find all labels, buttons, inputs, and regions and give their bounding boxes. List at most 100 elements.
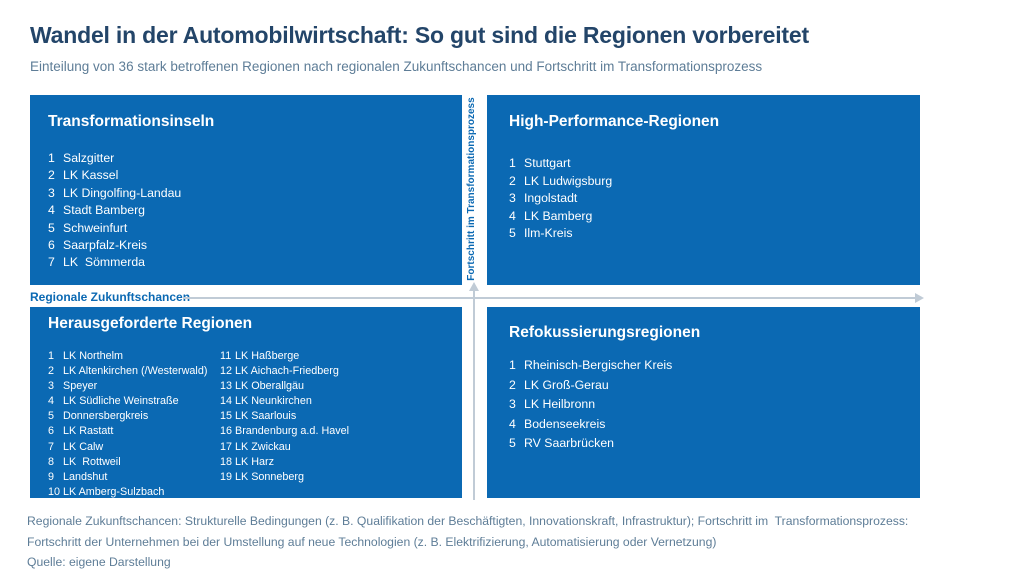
region-number: 11	[220, 350, 232, 362]
region-number: 17	[220, 440, 233, 453]
region-name: LK Groß-Gerau	[524, 377, 609, 392]
footnote: Regionale Zukunftschancen: Strukturelle …	[27, 511, 908, 573]
region-list-item: 5 Schweinfurt	[48, 221, 462, 238]
region-list-item: 5 RV Saarbrücken	[509, 436, 920, 456]
region-list-item: 2 LK Altenkirchen (/Westerwald)	[48, 365, 220, 380]
region-list-item: 4 Bodenseekreis	[509, 417, 920, 437]
region-list-item: 7 LK Calw	[48, 441, 220, 456]
region-number: 9	[48, 470, 55, 483]
region-number: 6	[48, 237, 55, 252]
region-name: LK Saarlouis	[235, 410, 297, 423]
footnote-line-1: Regionale Zukunftschancen: Strukturelle …	[27, 514, 909, 528]
region-name: RV Saarbrücken	[524, 436, 614, 450]
region-list-item: 13 LK Oberallgäu	[220, 380, 349, 395]
quadrant-title: Refokussierungsregionen	[509, 324, 701, 341]
region-number: 2	[48, 168, 55, 183]
region-number: 15	[220, 410, 233, 423]
region-name: LK Kassel	[63, 168, 119, 183]
region-list-item: 7 LK Sömmerda	[48, 255, 462, 272]
region-number: 12	[220, 365, 233, 378]
region-list-item: 3 LK Dingolfing-Landau	[48, 186, 462, 203]
region-list-item: 1 Rheinisch-Bergischer Kreis	[509, 358, 920, 378]
region-name: Rheinisch-Bergischer Kreis	[524, 358, 673, 372]
quadrant-title: Herausgeforderte Regionen	[48, 315, 253, 332]
region-number: 4	[48, 395, 55, 408]
region-name: Stuttgart	[524, 156, 571, 170]
region-number: 4	[48, 203, 55, 218]
region-list-item: 5 Donnersbergkreis	[48, 410, 220, 425]
page-title: Wandel in der Automobilwirtschaft: So gu…	[30, 22, 809, 48]
region-name: Saarpfalz-Kreis	[63, 237, 148, 252]
region-list-item: 15 LK Saarlouis	[220, 410, 349, 425]
y-axis-line	[473, 291, 475, 500]
region-list-item: 4 LK Südliche Weinstraße	[48, 395, 220, 410]
source-note: Quelle: eigene Darstellung	[27, 555, 171, 569]
region-name: LK Sonneberg	[235, 470, 305, 483]
region-name: LK Harz	[235, 455, 275, 468]
region-list-item: 5 Ilm-Kreis	[509, 226, 920, 244]
region-list-item: 17 LK Zwickau	[220, 441, 349, 456]
region-list-item: 3 Ingolstadt	[509, 191, 920, 209]
region-name: Bodenseekreis	[524, 416, 606, 431]
quadrant-herausgeforderte-regionen: Herausgeforderte Regionen 1 LK Northelm 2 L…	[30, 307, 462, 498]
region-list-item: 18 LK Harz	[220, 456, 349, 471]
region-list-item: 2 LK Ludwigsburg	[509, 174, 920, 192]
region-name: LK Amberg-Sulzbach	[63, 485, 165, 498]
region-list-item: 12 LK Aichach-Friedberg	[220, 365, 349, 380]
region-name: LK Sömmerda	[63, 255, 146, 270]
region-list-column-2: 11 LK Haßberge 12 LK Aichach-Friedberg 13 LK …	[220, 350, 349, 501]
region-list-item: 6 LK Rastatt	[48, 425, 220, 440]
region-number: 16	[220, 425, 233, 438]
region-name: LK Oberallgäu	[235, 380, 305, 393]
region-number: 5	[509, 436, 516, 450]
region-number: 5	[48, 410, 55, 423]
region-list-item: 9 Landshut	[48, 471, 220, 486]
region-list-item: 11 LK Haßberge	[220, 350, 349, 365]
region-name: LK Dingolfing-Landau	[63, 185, 182, 200]
region-name: LK Northelm	[63, 350, 124, 362]
region-number: 3	[48, 185, 55, 200]
region-number: 1	[509, 156, 516, 170]
region-number: 1	[509, 358, 516, 372]
region-list-item: 1 Stuttgart	[509, 156, 920, 174]
region-number: 2	[509, 173, 516, 188]
region-name: LK Altenkirchen (/Westerwald)	[63, 365, 208, 378]
region-name: Salzgitter	[63, 151, 115, 165]
region-list-item: 3 Speyer	[48, 380, 220, 395]
region-name: LK Haßberge	[235, 350, 300, 362]
region-list-item: 6 Saarpfalz-Kreis	[48, 238, 462, 255]
region-name: Brandenburg a.d. Havel	[235, 425, 350, 438]
quadrant-title: High-Performance-Regionen	[509, 113, 720, 130]
region-name: LK Aichach-Friedberg	[235, 365, 339, 378]
region-number: 2	[509, 377, 516, 392]
region-name: LK Zwickau	[235, 440, 291, 453]
region-name: LK Calw	[63, 440, 104, 453]
region-number: 1	[48, 350, 55, 362]
region-list-item: 1 Salzgitter	[48, 151, 462, 168]
region-list-item: 10 LK Amberg-Sulzbach	[48, 486, 220, 501]
region-name: LK Bamberg	[524, 208, 593, 223]
region-list-item: 1 LK Northelm	[48, 350, 220, 365]
region-name: LK Ludwigsburg	[524, 173, 613, 188]
region-number: 5	[509, 226, 516, 240]
region-list: 1 Salzgitter 2 LK Kassel 3 LK Dingolfing-Land…	[48, 151, 462, 273]
region-name: Stadt Bamberg	[63, 203, 146, 218]
region-number: 14	[220, 395, 233, 408]
region-number: 2	[48, 365, 55, 378]
region-number: 10	[48, 485, 61, 498]
region-number: 3	[48, 380, 55, 393]
y-axis-label: Fortschritt im Transformationsprozess	[466, 97, 477, 281]
footnote-line-2: Fortschritt der Unternehmen bei der Umst…	[27, 534, 717, 549]
x-axis-line	[183, 297, 916, 299]
region-list-item: 14 LK Neunkirchen	[220, 395, 349, 410]
x-axis-label: Regionale Zukunftschancen	[30, 290, 191, 304]
quadrant-high-performance-regionen: High-Performance-Regionen 1 Stuttgart 2 LK …	[487, 95, 920, 285]
region-name: Schweinfurt	[63, 220, 128, 235]
region-name: Landshut	[63, 470, 108, 483]
region-name: Ilm-Kreis	[524, 226, 573, 240]
region-list-item: 4 Stadt Bamberg	[48, 203, 462, 220]
up-arrowhead-icon	[469, 282, 479, 291]
region-number: 18	[220, 455, 233, 468]
region-list-item: 8 LK Rottweil	[48, 456, 220, 471]
